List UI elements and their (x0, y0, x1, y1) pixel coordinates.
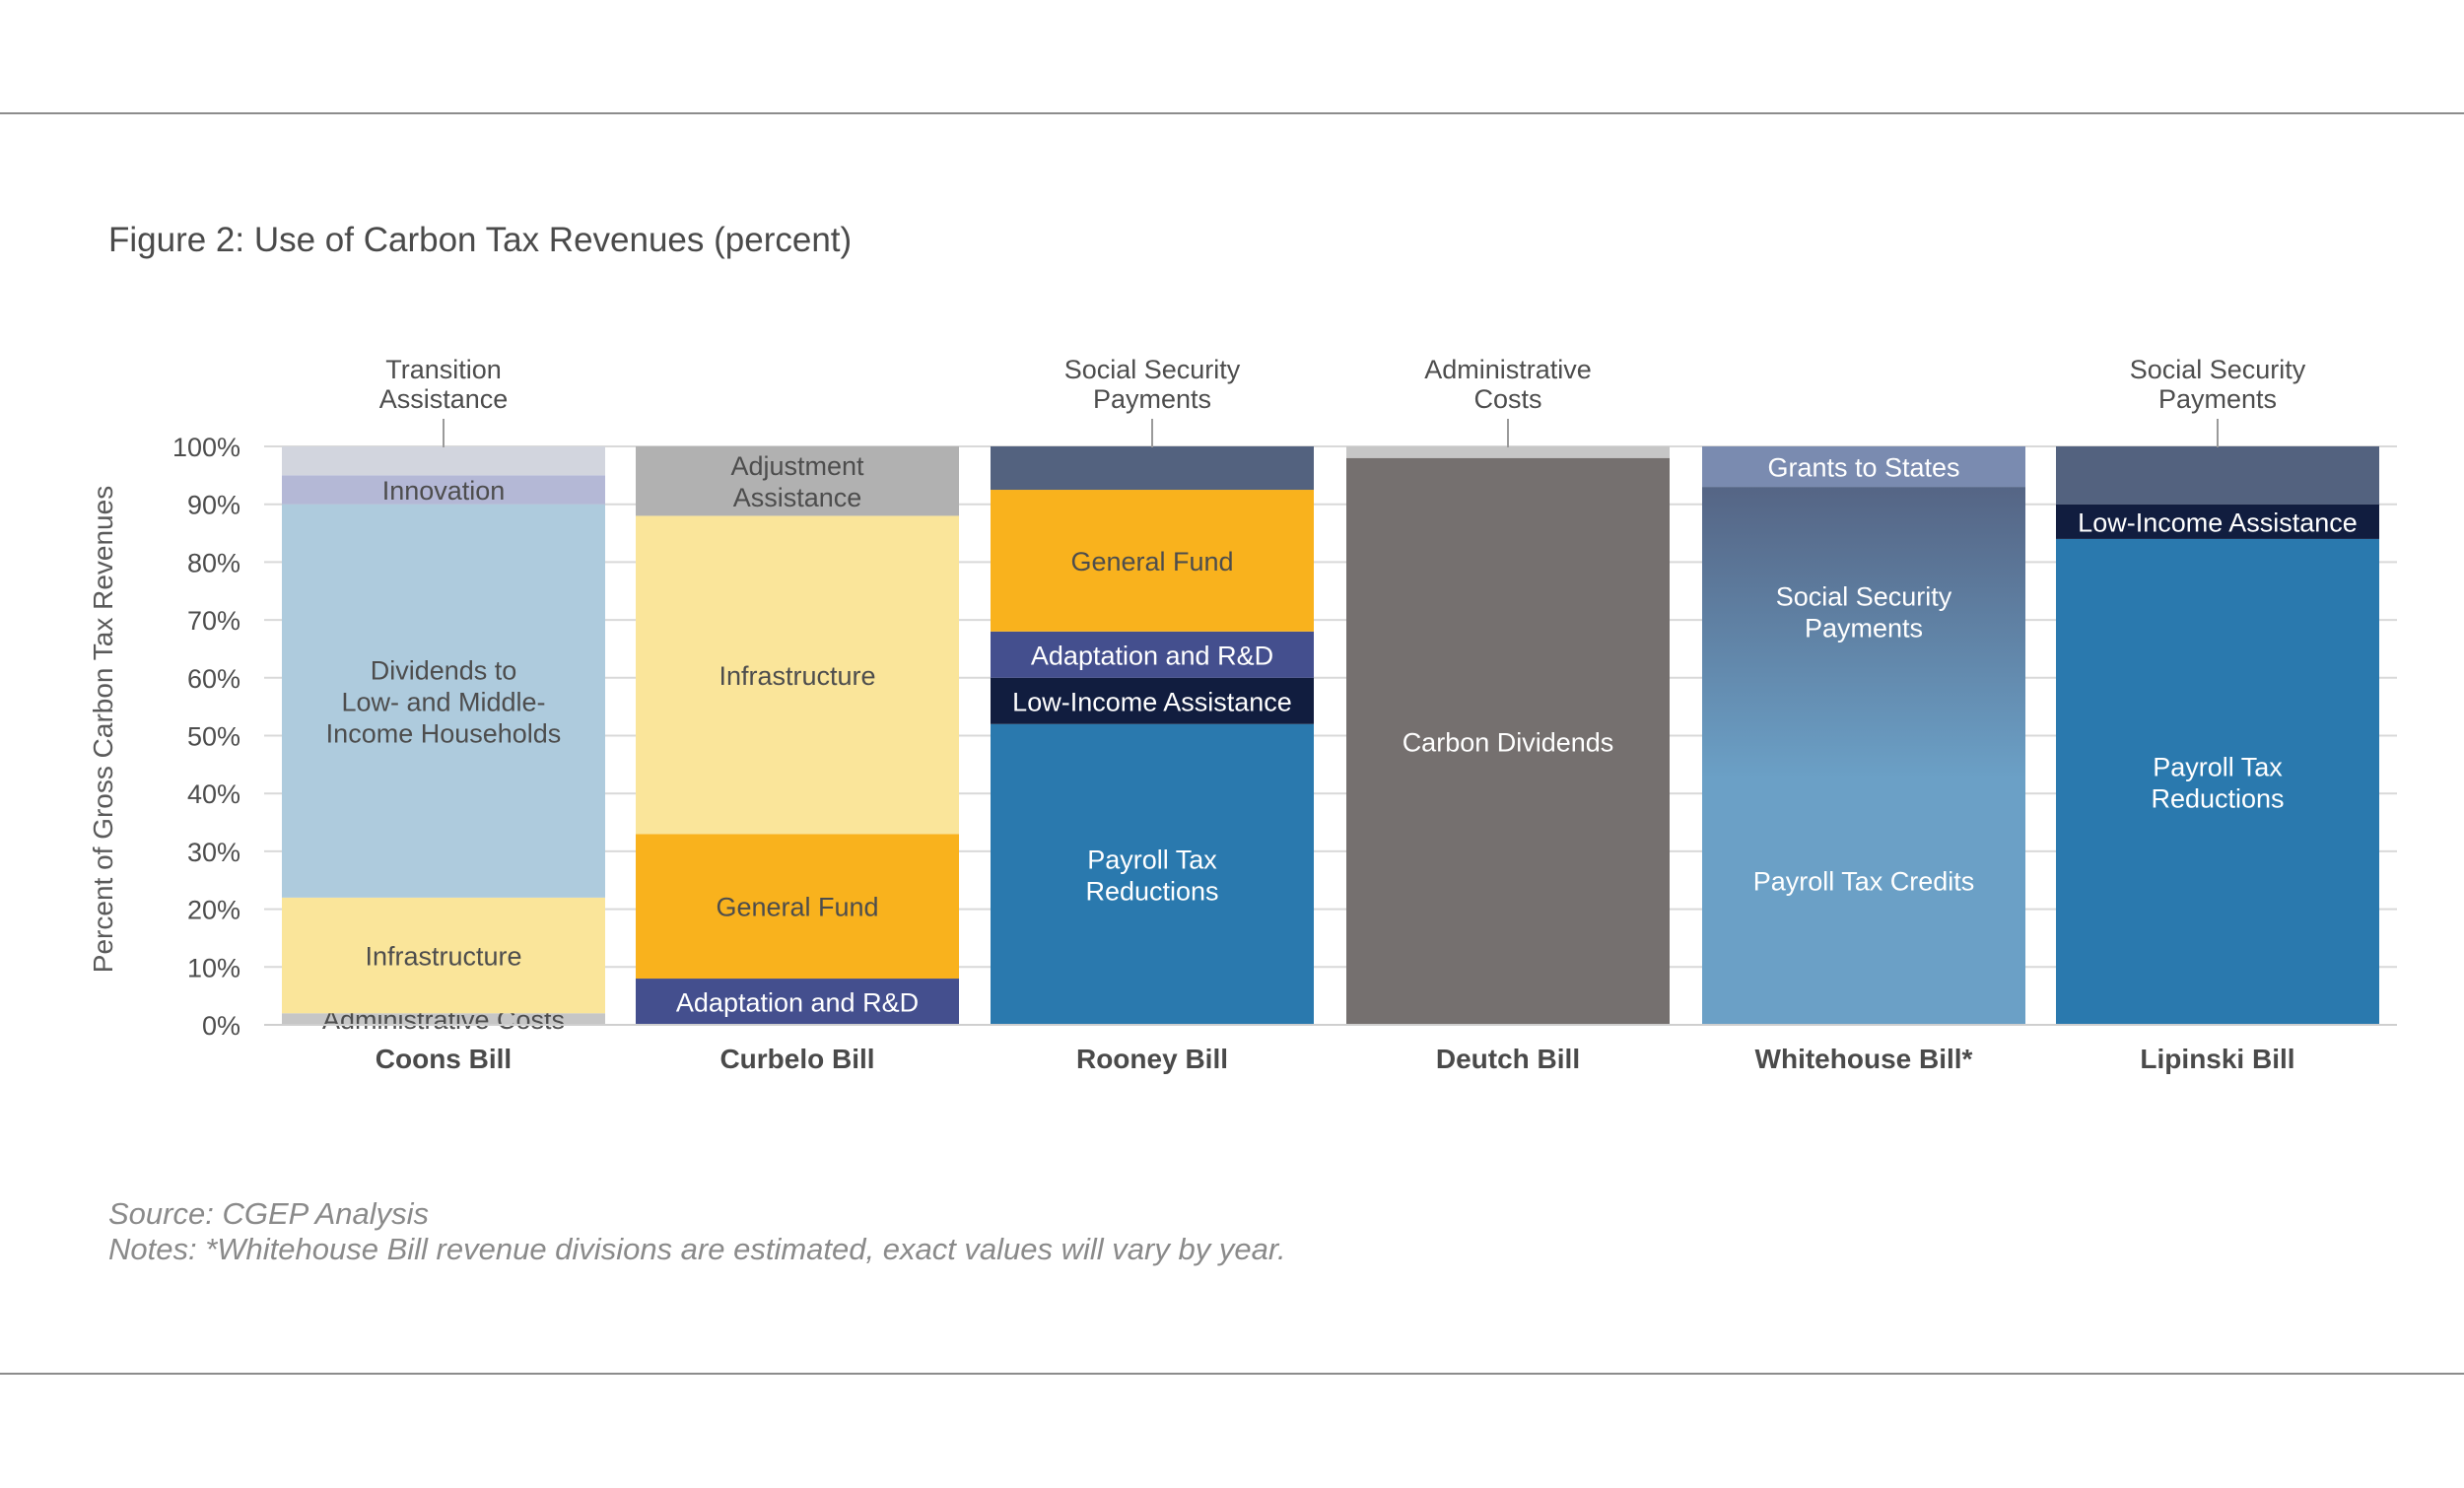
segment-payroll-tax-reductions (991, 723, 1314, 1025)
segment-dividends-to-low-and-middle-income-households (282, 504, 605, 898)
y-axis: 0% 10% 20% 30% 40% 50% 60% 70% 80% 90% 100% (172, 433, 240, 1041)
y-tick-label: 90% (187, 491, 240, 520)
segment-label: General Fund (1070, 547, 1233, 576)
segment-label: Low- and Middle- (341, 687, 545, 716)
y-tick-label: 10% (187, 953, 240, 982)
segment-adaptation-and-r-d (636, 979, 959, 1025)
segment-label: Infrastructure (365, 942, 521, 972)
segment-label: Adaptation and R&D (676, 988, 919, 1018)
segment-label: Grants to States (1767, 453, 1959, 483)
x-tick-label: Lipinski Bill (2140, 1044, 2294, 1074)
footnote: Notes: *Whitehouse Bill revenue division… (108, 1232, 1286, 1266)
segment-label: Reductions (1085, 876, 1218, 906)
y-tick-label: 60% (187, 664, 240, 694)
bar-coons-bill: Administrative CostsInfrastructureDivide… (282, 446, 605, 1035)
callout-label: Social Security (1064, 355, 1241, 384)
segment-label: Adjustment (730, 451, 864, 481)
bar-curbelo-bill: Adaptation and R&D General Fund Infrastruc… (636, 446, 959, 1025)
x-tick-label: Curbelo Bill (719, 1044, 874, 1074)
segment-transition-assistance (282, 446, 605, 476)
segment-label: Low-Income Assistance (1012, 687, 1292, 716)
segment-label: General Fund (716, 893, 878, 922)
segment-adjustment-assistance (636, 446, 959, 516)
segment-label: Adaptation and R&D (1031, 641, 1273, 670)
y-tick-label: 80% (187, 548, 240, 577)
segment-low-income-assistance (2056, 504, 2379, 539)
segment-grants-to-states (1702, 446, 2025, 488)
callout-label: Administrative (1424, 355, 1592, 384)
segment-label: Payroll Tax Credits (1753, 866, 1975, 896)
bar-deutch-bill: Carbon Dividends (1346, 446, 1670, 1025)
segment-infrastructure (636, 515, 959, 835)
callout-label: Transition (385, 355, 502, 384)
y-tick-label: 70% (187, 606, 240, 636)
top-divider (0, 112, 2464, 114)
bar-whitehouse-bill: Payroll Tax Credits Social SecurityPaymen… (1702, 446, 2025, 1026)
segment-administrative-costs (1346, 446, 1670, 458)
segment-innovation (282, 475, 605, 505)
chart-title: Figure 2: Use of Carbon Tax Revenues (pe… (108, 221, 853, 259)
segment-label: Carbon Dividends (1403, 727, 1614, 757)
segment-gradient-fill (1702, 487, 2025, 1026)
segment-label: Income Households (326, 718, 562, 748)
bars: Administrative CostsInfrastructureDivide… (282, 446, 2379, 1035)
segment-infrastructure (282, 897, 605, 1014)
y-tick-label: 100% (172, 433, 240, 462)
y-axis-label: Percent of Gross Carbon Tax Revenues (88, 486, 118, 973)
callout-label: Social Security (2130, 355, 2306, 384)
segment-general-fund (636, 834, 959, 980)
x-tick-label: Whitehouse Bill* (1755, 1044, 1973, 1074)
x-tick-label: Coons Bill (376, 1044, 512, 1074)
bottom-divider (0, 1373, 2464, 1375)
x-tick-label: Rooney Bill (1076, 1044, 1228, 1074)
segment-label: Payroll Tax (2153, 752, 2283, 781)
y-tick-label: 20% (187, 896, 240, 925)
segment-label: Assistance (733, 483, 862, 512)
segment-label: Social Security (1776, 581, 1952, 611)
callout-label: Payments (1093, 384, 1211, 414)
segment-label: Reductions (2151, 783, 2284, 813)
segment-label: Innovation (382, 476, 506, 506)
x-axis: Coons Bill Curbelo Bill Rooney Bill Deutch … (264, 1024, 2397, 1074)
segment-carbon-dividends (1346, 457, 1670, 1025)
y-tick-label: 0% (202, 1011, 240, 1041)
source-note: Source: CGEP Analysis (108, 1196, 430, 1231)
gridlines (264, 445, 2397, 1026)
x-tick-label: Deutch Bill (1436, 1044, 1580, 1074)
segment-label: Dividends to (371, 655, 517, 685)
segment-label: Low-Income Assistance (2078, 507, 2358, 537)
segment-label: Payroll Tax (1087, 845, 1217, 874)
y-tick-label: 40% (187, 779, 240, 809)
segment-social-security-payments (2056, 446, 2379, 505)
callout-label: Costs (1473, 384, 1541, 414)
segment-adaptation-and-r-d (991, 631, 1314, 678)
segment-general-fund (991, 490, 1314, 632)
callout-label: Assistance (379, 384, 509, 414)
segment-administrative-costs (282, 1013, 605, 1025)
segment-payroll-tax-reductions (2056, 538, 2379, 1025)
segment-low-income-assistance (991, 677, 1314, 724)
y-tick-label: 50% (187, 722, 240, 752)
callout-label: Payments (2158, 384, 2277, 414)
segment-label: Infrastructure (719, 661, 875, 691)
segment-label: Payments (1805, 613, 1923, 643)
segment-social-security-payments (991, 446, 1314, 491)
y-tick-label: 30% (187, 838, 240, 867)
